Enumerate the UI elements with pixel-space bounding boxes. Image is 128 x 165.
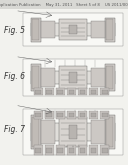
Bar	[56, 145, 65, 155]
Bar	[46, 148, 52, 153]
Bar	[80, 90, 85, 94]
Bar	[32, 66, 39, 89]
Bar	[0, 0, 128, 9]
Bar	[102, 148, 108, 153]
Bar	[56, 111, 65, 119]
Bar	[46, 113, 52, 117]
Bar	[41, 68, 55, 87]
Bar	[35, 113, 41, 117]
Bar	[69, 125, 77, 139]
Bar	[105, 65, 115, 91]
Bar	[69, 148, 74, 153]
Bar	[57, 90, 63, 94]
Bar	[34, 111, 43, 119]
Bar	[57, 113, 63, 117]
Bar	[41, 120, 55, 144]
Bar	[91, 90, 96, 94]
Text: Fig. 5: Fig. 5	[4, 26, 25, 35]
Bar	[105, 18, 115, 42]
Bar	[102, 113, 108, 117]
Bar	[32, 117, 39, 147]
Bar	[78, 111, 87, 119]
Bar	[31, 18, 41, 42]
Bar	[100, 88, 109, 95]
Bar	[67, 88, 76, 95]
Bar	[45, 111, 54, 119]
Text: Fig. 6: Fig. 6	[4, 72, 25, 81]
Bar	[91, 68, 105, 87]
Bar	[106, 117, 113, 147]
Bar	[69, 113, 74, 117]
Bar	[32, 19, 39, 40]
Bar	[45, 145, 54, 155]
Bar	[34, 145, 43, 155]
Bar	[100, 145, 109, 155]
Bar	[56, 88, 65, 95]
Bar	[57, 148, 63, 153]
Bar	[67, 111, 76, 119]
Bar	[91, 120, 105, 144]
Bar	[23, 13, 123, 46]
Bar	[35, 148, 41, 153]
Bar	[80, 148, 85, 153]
Bar	[69, 90, 74, 94]
Bar	[102, 90, 108, 94]
Bar	[67, 145, 76, 155]
Bar	[31, 65, 41, 91]
Bar	[78, 145, 87, 155]
Bar	[23, 59, 123, 96]
Bar	[91, 113, 96, 117]
Bar	[91, 21, 105, 38]
Bar	[78, 88, 87, 95]
Bar	[100, 111, 109, 119]
Bar	[31, 23, 115, 36]
Bar	[89, 88, 98, 95]
Bar	[31, 71, 115, 84]
Bar	[31, 123, 115, 141]
Bar	[80, 113, 85, 117]
Bar	[59, 19, 87, 40]
Bar	[34, 88, 43, 95]
Bar	[59, 66, 87, 89]
Bar	[41, 21, 55, 38]
Bar	[89, 111, 98, 119]
Bar	[106, 66, 113, 89]
Bar	[23, 109, 123, 155]
Bar	[89, 145, 98, 155]
Bar	[69, 72, 77, 83]
Bar	[46, 90, 52, 94]
Bar	[35, 90, 41, 94]
Bar	[59, 117, 87, 147]
Bar	[91, 148, 96, 153]
Text: Fig. 7: Fig. 7	[4, 125, 25, 134]
Bar	[31, 115, 41, 149]
Bar	[69, 25, 77, 34]
Bar	[45, 88, 54, 95]
Bar	[105, 115, 115, 149]
Bar	[106, 19, 113, 40]
Text: Patent Application Publication    May 31, 2011   Sheet 5 of 8    US 2011/0094646: Patent Application Publication May 31, 2…	[0, 2, 128, 7]
